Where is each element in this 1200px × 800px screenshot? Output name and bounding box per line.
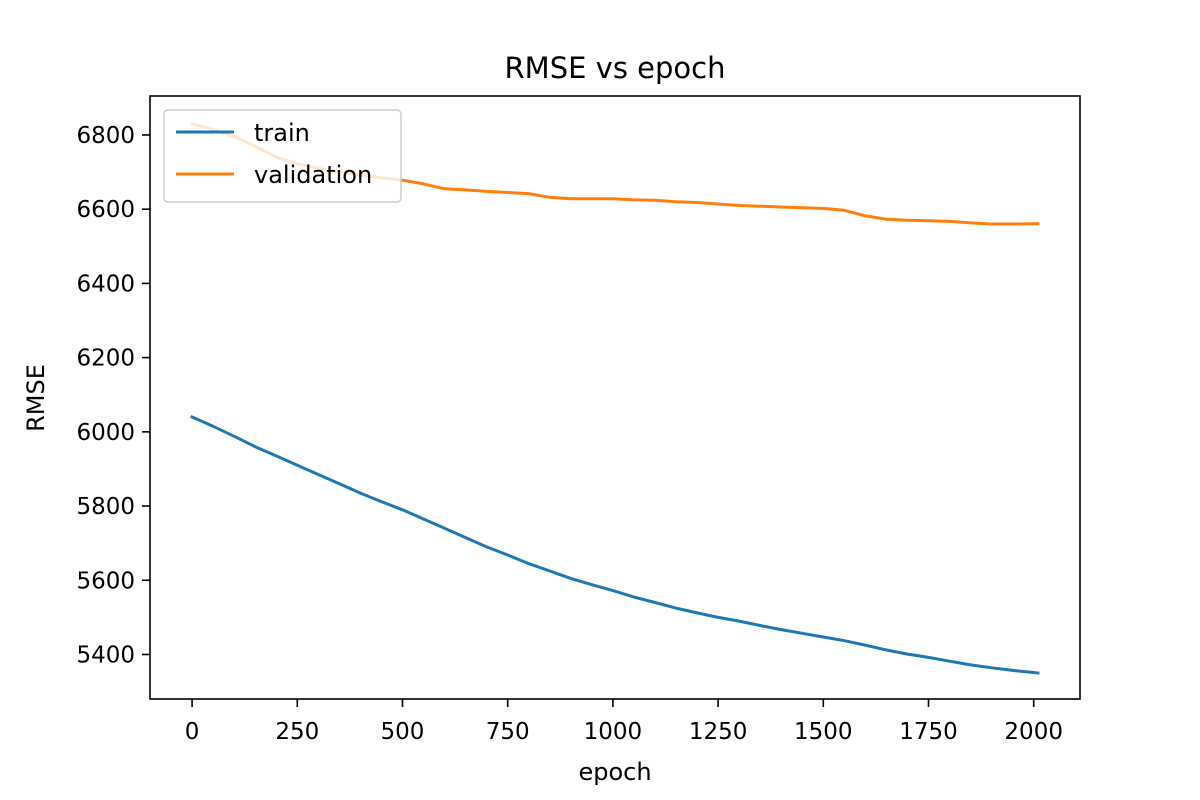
x-tick-label: 1250 [689,719,748,745]
x-tick-label: 750 [486,719,530,745]
y-tick-label: 5800 [76,494,135,520]
series-line-train [190,415,1040,675]
x-tick-label: 1500 [794,719,853,745]
y-tick-label: 6000 [76,420,135,446]
x-tick-label: 0 [185,719,200,745]
y-tick-label: 5600 [76,568,135,594]
x-tick-label: 1750 [899,719,958,745]
x-tick-label: 500 [381,719,425,745]
y-tick-label: 6400 [76,271,135,297]
y-tick-label: 6800 [76,123,135,149]
legend-label-train: train [254,119,310,147]
y-axis: 5400 5600 5800 6000 6200 6400 6600 6800 [76,123,150,668]
x-tick-label: 250 [275,719,319,745]
y-tick-label: 6200 [76,346,135,372]
y-tick-label: 5400 [76,642,135,668]
x-axis-label: epoch [578,758,651,786]
chart-title: RMSE vs epoch [505,51,726,85]
x-tick-label: 2000 [1004,719,1063,745]
axes-frame [149,95,1081,700]
legend-label-validation: validation [254,161,372,189]
x-axis: 0 250 500 750 1000 1250 1500 1750 2000 [185,699,1063,745]
legend: train validation [163,109,402,203]
x-tick-label: 1000 [584,719,643,745]
y-tick-label: 6600 [76,197,135,223]
plot-area [149,95,1081,700]
y-axis-label: RMSE [22,364,50,432]
